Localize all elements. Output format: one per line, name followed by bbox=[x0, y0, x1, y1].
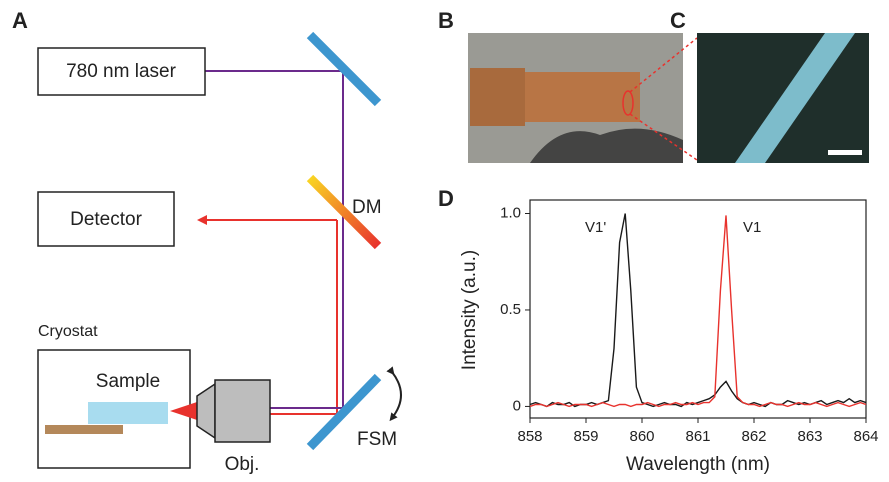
x-tick-label: 861 bbox=[685, 428, 710, 445]
sample bbox=[88, 402, 168, 424]
x-tick-label: 862 bbox=[741, 428, 766, 445]
steering-mirror bbox=[306, 373, 382, 451]
label: Sample bbox=[96, 371, 160, 392]
label: DM bbox=[352, 197, 382, 218]
spectrum-chart: Wavelength (nm) Intensity (a.u.) V1' V1 … bbox=[459, 199, 879, 475]
label: Cryostat bbox=[38, 323, 98, 340]
rotation-arrow bbox=[386, 366, 402, 422]
label: Detector bbox=[70, 209, 142, 230]
y-tick-label: 1.0 bbox=[500, 204, 521, 221]
spectrum-line bbox=[529, 213, 867, 408]
mirror bbox=[306, 31, 382, 107]
spectrum-line bbox=[529, 215, 867, 408]
photo-holder bbox=[470, 68, 525, 126]
micrograph-flake bbox=[735, 33, 855, 163]
photo-shape bbox=[530, 128, 683, 163]
panel-label: A bbox=[12, 8, 28, 33]
panel-label: D bbox=[438, 186, 454, 211]
dichroic-mirror bbox=[306, 174, 382, 250]
x-tick-label: 863 bbox=[797, 428, 822, 445]
panel-label: C bbox=[670, 8, 686, 33]
x-axis-title: Wavelength (nm) bbox=[626, 454, 770, 475]
x-tick-label: 860 bbox=[629, 428, 654, 445]
panel-label: B bbox=[438, 8, 454, 33]
annotation: V1' bbox=[585, 219, 606, 236]
label: Obj. bbox=[225, 454, 260, 475]
focus-cone bbox=[170, 402, 197, 420]
y-axis-title: Intensity (a.u.) bbox=[459, 250, 480, 370]
objective bbox=[214, 379, 271, 443]
highlight bbox=[622, 90, 634, 116]
x-tick-label: 864 bbox=[853, 428, 878, 445]
label: 780 nm laser bbox=[66, 61, 177, 82]
y-tick-label: 0 bbox=[513, 397, 521, 414]
label: FSM bbox=[357, 429, 397, 450]
photo bbox=[468, 33, 869, 163]
optical-setup bbox=[37, 31, 402, 469]
x-tick-label: 858 bbox=[517, 428, 542, 445]
objective bbox=[196, 382, 216, 440]
scale-bar bbox=[828, 150, 862, 155]
detector-box bbox=[37, 191, 175, 247]
zoom-line bbox=[629, 37, 698, 93]
annotation: V1 bbox=[743, 219, 761, 236]
substrate bbox=[45, 425, 123, 434]
laser-box bbox=[37, 47, 206, 96]
zoom-line bbox=[629, 113, 698, 161]
plot-frame bbox=[529, 199, 867, 419]
x-tick-label: 859 bbox=[573, 428, 598, 445]
y-tick-label: 0.5 bbox=[500, 301, 521, 318]
